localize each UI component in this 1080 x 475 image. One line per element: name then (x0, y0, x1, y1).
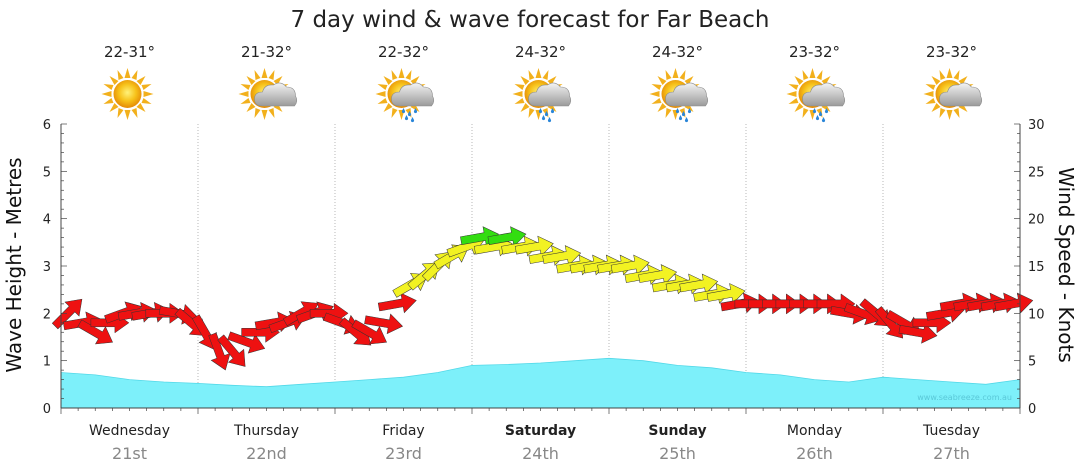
wind-arrow (51, 298, 83, 330)
day-name-label: Saturday (505, 423, 576, 439)
rain-drop (681, 111, 686, 117)
credit-text: www.seabreeze.com.au (917, 393, 1012, 402)
rain-drop (410, 117, 415, 123)
partly-cloudy-icon (923, 68, 983, 120)
rain-drop (687, 108, 692, 114)
rain-drop (675, 108, 680, 114)
rain-drop (544, 111, 549, 117)
y-right-tick-label: 20 (1028, 213, 1045, 228)
day-temperature: 23-32° (789, 43, 840, 61)
wind-arrow (994, 292, 1034, 314)
day-date-label: 22nd (246, 444, 287, 463)
y-left-tick-label: 6 (43, 118, 51, 133)
showers-icon (512, 68, 572, 123)
day-date-label: 24th (522, 444, 559, 463)
y-left-tick-label: 5 (43, 165, 51, 180)
rain-drop (401, 108, 406, 114)
rain-drop (815, 115, 820, 121)
wind-arrow-shape (217, 334, 246, 367)
rain-drop (824, 108, 829, 114)
rain-drop (404, 115, 409, 121)
rain-drop (550, 108, 555, 114)
wind-arrow-shape (77, 319, 113, 345)
y-axis-right-label: Wind Speed - Knots (1054, 167, 1078, 363)
wind-arrow (351, 319, 387, 345)
day-name-label: Monday (787, 423, 842, 439)
day-weather-header: 22-31° 21-32° 22-32° 24-32° 24-32° 23-32° 23-3… (101, 43, 983, 123)
y-right-tick-label: 0 (1028, 402, 1036, 417)
y-axis-right-ticks: 0 5 10 15 20 25 30 (1028, 118, 1045, 417)
day-date-label: 25th (659, 444, 696, 463)
wind-arrow (364, 313, 404, 335)
day-temperature: 24-32° (652, 43, 703, 61)
day-name-label: Friday (382, 423, 424, 439)
y-right-tick-label: 30 (1028, 118, 1045, 133)
day-date-label: 21st (112, 444, 147, 463)
y-left-tick-label: 3 (43, 260, 51, 275)
day-temperature: 22-31° (104, 43, 155, 61)
wind-arrow-shape (364, 313, 404, 335)
wind-arrow (217, 334, 246, 367)
partly-cloudy-icon (238, 68, 298, 120)
rain-drop (407, 111, 412, 117)
chart-axes (60, 123, 1021, 414)
day-name-label: Tuesday (922, 423, 980, 439)
day-name-label: Thursday (233, 423, 299, 439)
showers-icon (375, 68, 435, 123)
y-right-tick-label: 15 (1028, 260, 1045, 275)
wind-arrow-shape (994, 292, 1034, 314)
y-right-tick-label: 10 (1028, 307, 1045, 322)
rain-drop (547, 117, 552, 123)
day-temperature: 23-32° (926, 43, 977, 61)
chart-title: 7 day wind & wave forecast for Far Beach (291, 7, 770, 33)
y-left-tick-label: 4 (43, 213, 51, 228)
rain-drop (678, 115, 683, 121)
rain-drop (413, 108, 418, 114)
wind-arrow (77, 319, 113, 345)
rain-drop (538, 108, 543, 114)
sun-icon (101, 68, 154, 120)
day-labels: Wednesday 21st Thursday 22nd Friday 23rd Satur… (89, 423, 980, 463)
day-date-label: 27th (933, 444, 970, 463)
rain-drop (541, 115, 546, 121)
day-temperature: 24-32° (515, 43, 566, 61)
y-left-tick-label: 0 (43, 402, 51, 417)
wind-speed-series (51, 226, 1034, 371)
y-right-tick-label: 5 (1028, 355, 1036, 370)
wind-arrow-shape (51, 298, 83, 330)
y-right-tick-label: 25 (1028, 165, 1045, 180)
day-date-label: 23rd (385, 444, 422, 463)
day-date-label: 26th (796, 444, 833, 463)
y-left-tick-label: 2 (43, 307, 51, 322)
y-axis-left-label: Wave Height - Metres (2, 157, 26, 372)
showers-icon (786, 68, 846, 123)
day-temperature: 21-32° (241, 43, 292, 61)
day-name-label: Sunday (648, 423, 706, 439)
wave-height-series (60, 357, 1021, 409)
showers-icon (649, 68, 709, 123)
rain-drop (684, 117, 689, 123)
y-axis-left-ticks: 0 1 2 3 4 5 6 (43, 118, 51, 417)
wind-arrow-shape (351, 319, 387, 345)
rain-drop (812, 108, 817, 114)
y-left-tick-label: 1 (43, 355, 51, 370)
day-name-label: Wednesday (89, 423, 170, 439)
wave-height-area (60, 357, 1021, 409)
rain-drop (821, 117, 826, 123)
sunny-icon (101, 68, 154, 120)
day-temperature: 22-32° (378, 43, 429, 61)
rain-drop (818, 111, 823, 117)
